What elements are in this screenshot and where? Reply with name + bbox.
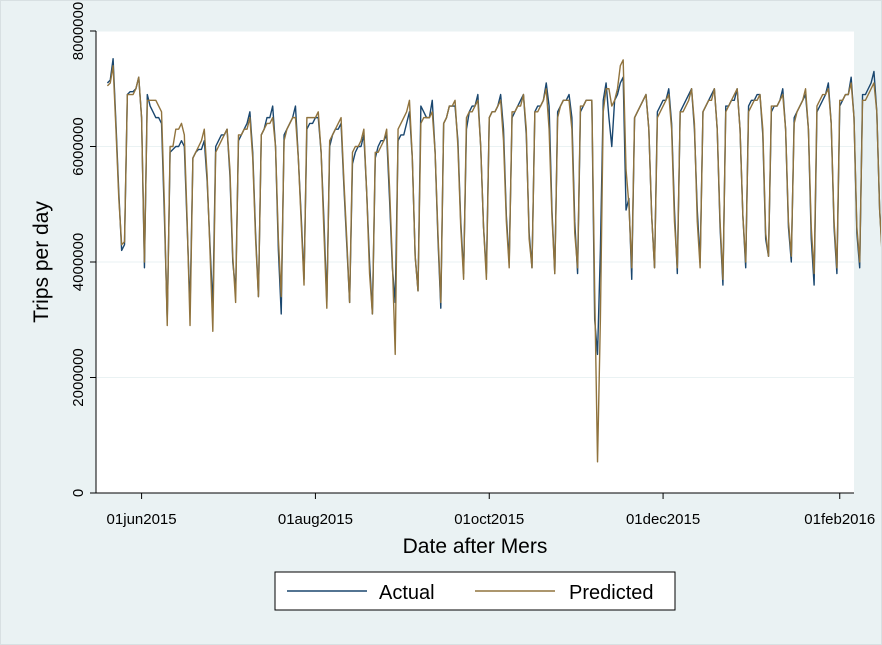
x-axis-title: Date after Mers	[403, 535, 548, 558]
y-tick-label: 0	[70, 489, 87, 497]
x-tick-label: 01aug2015	[278, 511, 353, 528]
legend: Actual Predicted	[274, 571, 676, 611]
x-ticks: 01jun2015 01aug2015 01oct2015 01dec2015 01fe…	[107, 493, 875, 528]
x-tick-label: 01dec2015	[626, 511, 700, 528]
x-tick-label: 01jun2015	[107, 511, 177, 528]
legend-label-actual: Actual	[379, 582, 435, 604]
x-tick-label: 01feb2016	[804, 511, 875, 528]
y-tick-label: 2000000	[70, 348, 87, 406]
series-line-predicted	[106, 59, 881, 463]
y-axis-title: Trips per day	[30, 201, 53, 323]
x-tick-label: 01oct2015	[454, 511, 524, 528]
legend-label-predicted: Predicted	[569, 582, 654, 604]
y-tick-label: 8000000	[70, 2, 87, 60]
series-layer	[106, 58, 881, 463]
y-ticks: 0 2000000 4000000 6000000 8000000	[70, 2, 96, 497]
grid-lines	[96, 30, 854, 378]
y-tick-label: 4000000	[70, 233, 87, 291]
y-tick-label: 6000000	[70, 117, 87, 175]
